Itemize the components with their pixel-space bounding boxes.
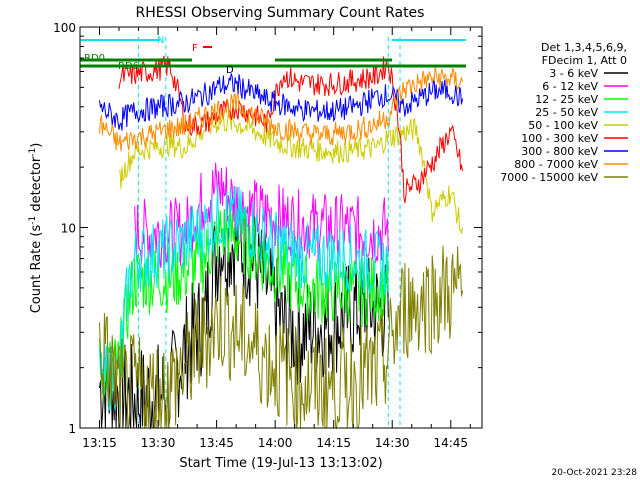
x-tick-label-0: 13:15 [82, 436, 117, 450]
x-tick-label-3: 14:00 [258, 436, 293, 450]
series-line-6 [99, 73, 463, 131]
x-tick-label-2: 13:45 [199, 436, 234, 450]
legend-header-fdecim: FDecim 1, Att 0 [542, 54, 627, 67]
legend-label-3: 25 - 50 keV [535, 106, 598, 119]
legend-label-8: 7000 - 15000 keV [500, 171, 598, 184]
y-tick-label-1: 10 [61, 222, 76, 236]
y-tick-label-2: 100 [53, 21, 76, 35]
x-axis-label: Start Time (19-Jul-13 13:13:02) [179, 456, 382, 471]
night-label: N [157, 35, 164, 46]
series-3 [99, 184, 389, 411]
plot-area: RD0 RD6 N F D [80, 35, 466, 430]
y-axis-label-sup2: -1 [28, 148, 38, 157]
axes: 13:15 13:30 13:45 14:00 14:15 14:30 14:45 1 10 10… [53, 21, 482, 450]
legend-label-5: 100 - 300 keV [521, 132, 598, 145]
x-tick-label-6: 14:45 [433, 436, 468, 450]
y-axis-label: Count Rate (s-1 detector-1) [28, 143, 44, 314]
x-tick-label-1: 13:30 [141, 436, 176, 450]
series-6 [99, 73, 463, 131]
series-line-3 [99, 184, 389, 411]
series-7 [99, 66, 463, 152]
y-tick-label-0: 1 [68, 422, 76, 436]
series-line-8 [99, 245, 463, 430]
series-4 [118, 111, 463, 237]
series-1 [134, 162, 389, 269]
timestamp: 20-Oct-2021 23:28 [552, 468, 638, 478]
x-tick-label-4: 14:15 [316, 436, 351, 450]
legend-label-6: 300 - 800 keV [521, 145, 598, 158]
y-axis-label-end: ) [29, 143, 44, 148]
y-axis-label-main: Count Rate (s [29, 225, 44, 314]
rd0-label: RD0 [84, 53, 105, 64]
legend: Det 1,3,4,5,6,9, FDecim 1, Att 0 3 - 6 k… [500, 41, 628, 184]
legend-label-7: 800 - 7000 keV [514, 158, 598, 171]
y-axis-label-sup1: -1 [28, 216, 38, 225]
flag-d-label: D [226, 65, 234, 76]
rd6-label: RD6 [118, 61, 139, 72]
series-line-7 [99, 66, 463, 152]
flag-f-label: F [192, 43, 198, 54]
legend-label-2: 12 - 25 keV [535, 93, 598, 106]
series-line-4 [118, 111, 463, 234]
x-tick-label-5: 14:30 [375, 436, 410, 450]
legend-header-det: Det 1,3,4,5,6,9, [541, 41, 627, 54]
legend-label-0: 3 - 6 keV [549, 67, 598, 80]
legend-label-1: 6 - 12 keV [542, 80, 598, 93]
series-line-1 [134, 162, 389, 269]
legend-label-4: 50 - 100 keV [528, 119, 598, 132]
series-8 [99, 245, 463, 430]
y-axis-label-mid: detector [29, 156, 44, 216]
chart-title: RHESSI Observing Summary Count Rates [136, 5, 425, 21]
